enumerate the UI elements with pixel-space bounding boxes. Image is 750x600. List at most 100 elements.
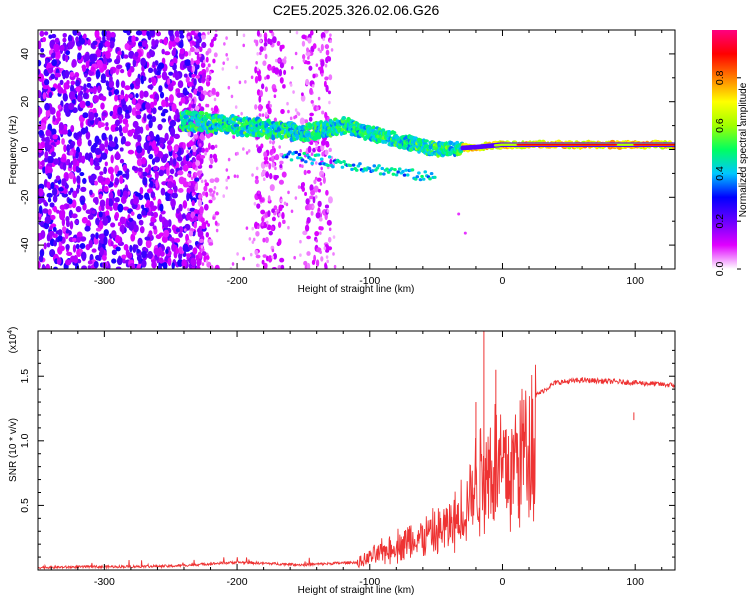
- y-tick-label: 40: [19, 48, 31, 60]
- scatter-speckle: [282, 219, 286, 225]
- noise-speckle: [38, 187, 44, 197]
- scatter-speckle: [197, 199, 202, 207]
- noise-speckle: [180, 97, 186, 104]
- faint-speckle: [200, 179, 204, 184]
- scatter-speckle: [328, 74, 333, 81]
- noise-speckle: [46, 192, 53, 198]
- noise-speckle: [134, 125, 142, 135]
- faint-speckle: [225, 178, 228, 183]
- scatter-speckle: [200, 154, 206, 159]
- noise-speckle: [141, 40, 147, 48]
- noise-speckle: [88, 175, 95, 184]
- signal-blob: [289, 129, 294, 135]
- noise-speckle: [182, 243, 189, 252]
- scatter-speckle: [201, 221, 207, 230]
- x-tick-label: -300: [94, 576, 115, 588]
- scatter-speckle: [256, 146, 262, 154]
- noise-speckle: [114, 234, 121, 244]
- noise-speckle: [48, 34, 53, 39]
- noise-speckle: [47, 208, 52, 216]
- noise-speckle: [166, 181, 174, 189]
- faint-speckle: [212, 216, 215, 220]
- noise-speckle: [57, 86, 64, 94]
- signal-blob: [179, 115, 184, 120]
- noise-speckle: [179, 30, 184, 36]
- signal-branch-blob: [289, 158, 294, 162]
- noise-speckle: [135, 93, 139, 99]
- scatter-speckle: [258, 95, 262, 103]
- faint-speckle: [277, 58, 281, 63]
- faint-speckle: [319, 231, 322, 235]
- noise-speckle: [38, 69, 41, 76]
- faint-speckle: [198, 143, 202, 147]
- scatter-speckle: [300, 94, 306, 102]
- noise-speckle: [65, 259, 72, 266]
- x-tick-label: -200: [227, 275, 248, 287]
- noise-speckle: [56, 257, 62, 265]
- noise-speckle: [94, 135, 100, 145]
- noise-speckle: [130, 211, 135, 216]
- scatter-speckle: [199, 132, 205, 141]
- scatter-speckle: [325, 49, 330, 56]
- scatter-speckle: [201, 72, 206, 80]
- noise-speckle: [137, 171, 142, 177]
- noise-speckle: [65, 184, 69, 189]
- noise-speckle: [181, 258, 187, 268]
- noise-speckle: [153, 146, 160, 152]
- noise-speckle: [122, 126, 129, 134]
- noise-speckle: [140, 57, 147, 67]
- noise-speckle: [63, 188, 68, 195]
- signal-branch-blob: [428, 177, 432, 181]
- faint-speckle: [324, 63, 328, 68]
- faint-speckle: [247, 149, 251, 153]
- noise-speckle: [113, 88, 120, 96]
- noise-speckle: [73, 132, 78, 139]
- signal-branch-blob: [393, 167, 397, 172]
- noise-speckle: [137, 167, 143, 172]
- noise-speckle: [154, 39, 159, 45]
- noise-speckle: [88, 111, 95, 121]
- scatter-speckle: [279, 77, 284, 84]
- noise-speckle: [117, 221, 122, 227]
- noise-speckle: [185, 233, 189, 242]
- noise-speckle: [174, 30, 180, 37]
- scatter-speckle: [209, 158, 214, 165]
- noise-speckle: [79, 242, 86, 249]
- noise-speckle: [89, 53, 96, 62]
- noise-speckle: [124, 85, 131, 91]
- snr-series-line: [38, 364, 675, 570]
- scatter-speckle: [313, 179, 317, 185]
- signal-branch-blob: [382, 172, 386, 176]
- faint-speckle: [278, 213, 281, 217]
- faint-speckle: [301, 164, 304, 169]
- noise-speckle: [98, 211, 103, 218]
- scatter-speckle: [211, 193, 215, 198]
- noise-speckle: [62, 37, 67, 43]
- noise-speckle: [85, 100, 91, 107]
- noise-speckle: [149, 180, 154, 188]
- noise-speckle: [68, 90, 76, 100]
- noise-speckle: [70, 80, 76, 86]
- scatter-speckle: [279, 160, 284, 165]
- noise-speckle: [61, 217, 66, 227]
- noise-speckle: [75, 243, 80, 250]
- signal-blob: [207, 120, 211, 126]
- scatter-speckle: [191, 65, 196, 73]
- noise-speckle: [119, 68, 125, 74]
- noise-speckle: [120, 196, 127, 204]
- noise-speckle: [65, 109, 71, 117]
- snr-xlabel: Height of straight line (km): [298, 585, 415, 596]
- scatter-speckle: [254, 104, 258, 110]
- scatter-speckle: [309, 184, 314, 192]
- noise-speckle: [76, 138, 82, 147]
- scatter-speckle: [264, 86, 268, 93]
- scatter-speckle: [187, 181, 192, 186]
- noise-speckle: [147, 250, 153, 260]
- scatter-speckle: [266, 74, 270, 80]
- noise-speckle: [112, 110, 117, 116]
- scatter-speckle: [279, 62, 284, 69]
- noise-speckle: [125, 109, 130, 114]
- noise-speckle: [46, 242, 51, 248]
- noise-speckle: [177, 188, 184, 193]
